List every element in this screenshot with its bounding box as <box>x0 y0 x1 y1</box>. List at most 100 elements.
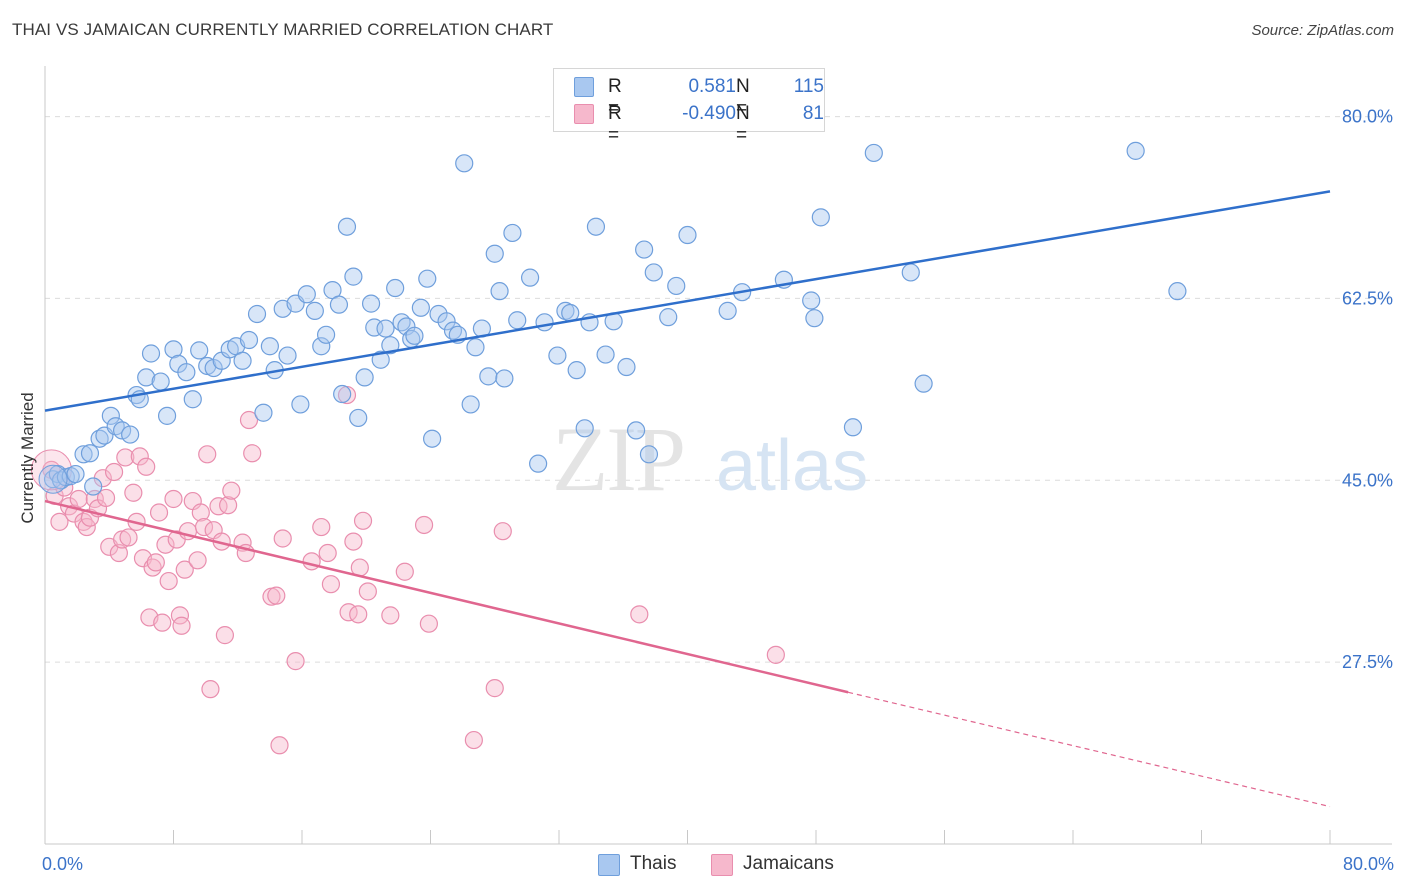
trend-lines <box>44 190 1331 808</box>
watermark: ZIP atlas <box>552 408 868 510</box>
thai-point <box>423 429 442 448</box>
thai-swatch <box>598 854 620 876</box>
thai-point <box>635 240 654 259</box>
thai-point <box>74 445 93 464</box>
thai-point <box>461 395 480 414</box>
legend-r-label: R = <box>608 76 622 119</box>
thai-point <box>101 406 120 425</box>
thai-point <box>718 301 737 320</box>
thai-point <box>349 408 368 428</box>
gridlines <box>45 116 1392 663</box>
thai-point <box>190 341 209 360</box>
legend-n-label: N = <box>736 76 750 119</box>
thai-point <box>254 403 273 422</box>
thai-point <box>405 326 424 345</box>
thai-point <box>90 429 109 448</box>
thai-point <box>1126 141 1145 160</box>
jamaican-point <box>159 571 178 591</box>
thai-point <box>529 454 548 473</box>
y-tick-label: 45.0% <box>1342 470 1393 490</box>
thai-point <box>151 372 170 391</box>
thai-points <box>38 141 1187 496</box>
thai-point <box>80 444 100 463</box>
thai-point <box>644 263 663 282</box>
jamaican-point <box>766 645 785 664</box>
jamaican-point <box>318 543 337 563</box>
thai-point <box>183 390 202 409</box>
thai-point <box>802 291 821 310</box>
thai-point <box>548 346 567 365</box>
jamaican-trend-extension <box>847 691 1331 808</box>
legend-n-value: 81 <box>802 103 824 124</box>
jamaican-point <box>349 605 368 624</box>
jamaican-point <box>50 512 69 531</box>
thai-point <box>490 282 509 301</box>
thai-point <box>811 208 830 227</box>
jamaican-point <box>395 562 414 581</box>
jamaican-points <box>30 385 785 755</box>
jamaican-point <box>493 522 512 541</box>
jamaican-point <box>191 503 210 522</box>
thai-point <box>386 278 405 298</box>
thai-point <box>901 263 920 282</box>
jamaican-point <box>172 616 191 635</box>
watermark-zip: ZIP <box>552 408 684 510</box>
thai-point <box>239 330 259 350</box>
jamaican-point <box>96 488 116 508</box>
jamaican-point <box>414 515 434 535</box>
thai-point <box>371 350 390 369</box>
thai-point <box>361 294 381 313</box>
jamaican-point <box>130 447 149 466</box>
jamaican-point <box>630 605 649 624</box>
thai-point <box>305 301 324 320</box>
thai-point <box>914 374 933 393</box>
correlation-legend: R = 0.581 N = 115 R = -0.490 N = 81 <box>553 68 825 146</box>
thai-point <box>376 319 395 338</box>
jamaican-point <box>149 503 169 522</box>
jamaican-point <box>194 517 214 537</box>
chart-title: THAI VS JAMAICAN CURRENTLY MARRIED CORRE… <box>12 20 554 39</box>
jamaican-point <box>464 730 483 750</box>
thai-point <box>157 406 177 425</box>
thai-point <box>678 225 697 245</box>
jamaican-point <box>381 606 400 625</box>
jamaican-trend-line <box>44 499 849 694</box>
jamaican-point <box>201 680 220 699</box>
jamaican-point <box>344 532 363 551</box>
thai-point <box>418 269 437 288</box>
jamaican-point <box>153 613 172 632</box>
thai-point <box>247 304 267 324</box>
thai-point <box>333 384 352 404</box>
jamaican-point <box>321 575 341 594</box>
thai-point <box>567 361 586 380</box>
jamaican-point <box>137 457 156 476</box>
y-tick-labels: 27.5% 45.0% 62.5% 80.0% <box>1342 107 1393 673</box>
jamaican-point <box>156 535 175 554</box>
jamaican-point <box>209 497 228 516</box>
axes <box>44 66 1392 845</box>
thai-trend-line <box>44 190 1331 412</box>
thai-point <box>659 308 678 327</box>
legend-label-jamaicans: Jamaicans <box>743 853 834 874</box>
legend-label-thais: Thais <box>630 853 677 874</box>
jamaican-point <box>270 736 289 755</box>
thai-point <box>466 338 485 357</box>
legend-r-label: R = <box>608 103 622 146</box>
jamaican-point <box>312 517 331 537</box>
y-tick-label: 27.5% <box>1342 652 1393 672</box>
jamaican-point <box>273 529 292 548</box>
thai-point <box>66 464 85 484</box>
jamaican-point <box>109 543 128 563</box>
jamaican-point <box>267 586 286 605</box>
thai-point <box>626 421 646 440</box>
jamaican-swatch <box>711 854 733 876</box>
thai-point <box>355 368 374 387</box>
thai-point <box>38 464 68 494</box>
legend-r-value: 0.581 <box>688 76 736 97</box>
thai-point <box>164 340 183 359</box>
jamaican-point <box>302 552 321 571</box>
watermark-atlas: atlas <box>716 426 868 506</box>
thai-point <box>617 357 636 377</box>
jamaican-point <box>419 614 438 633</box>
jamaican-point <box>188 551 207 570</box>
